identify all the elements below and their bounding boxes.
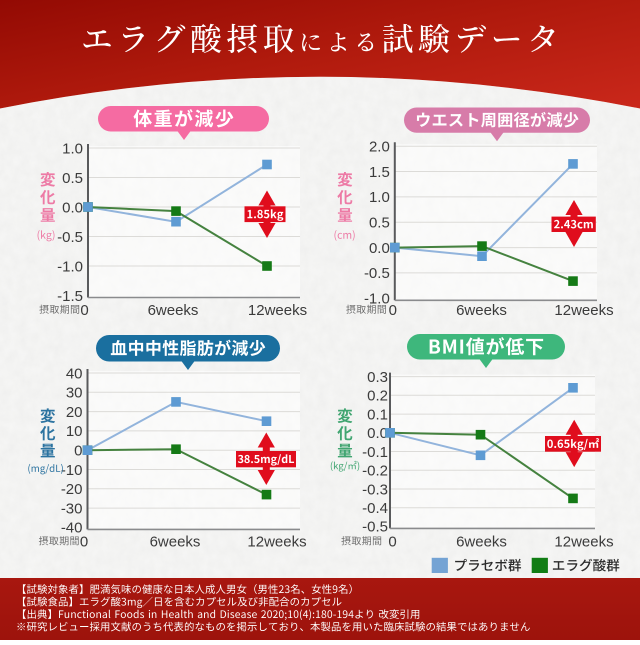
svg-text:-10: -10 <box>61 462 83 479</box>
svg-text:1.0: 1.0 <box>369 189 390 206</box>
svg-text:-1.0: -1.0 <box>57 258 83 275</box>
svg-text:1.5: 1.5 <box>369 164 390 181</box>
svg-text:-0.3: -0.3 <box>362 481 388 498</box>
svg-text:0: 0 <box>80 302 88 319</box>
svg-text:-0.2: -0.2 <box>362 463 388 480</box>
svg-text:0.1: 0.1 <box>367 406 388 423</box>
svg-text:20: 20 <box>66 404 83 421</box>
svg-text:2.0: 2.0 <box>369 139 390 156</box>
svg-text:-1.0: -1.0 <box>364 291 390 308</box>
svg-text:-0.4: -0.4 <box>362 500 388 517</box>
svg-text:-0.5: -0.5 <box>364 265 390 282</box>
svg-text:0: 0 <box>389 302 397 319</box>
svg-text:1.0: 1.0 <box>62 140 83 157</box>
svg-text:-1.5: -1.5 <box>57 288 83 305</box>
svg-text:6weeks: 6weeks <box>148 302 199 319</box>
svg-text:6weeks: 6weeks <box>456 534 507 551</box>
svg-text:0.5: 0.5 <box>369 215 390 232</box>
svg-text:0: 0 <box>74 443 82 460</box>
svg-text:-20: -20 <box>61 481 83 498</box>
svg-text:12weeks: 12weeks <box>554 534 613 551</box>
svg-text:-40: -40 <box>61 520 83 537</box>
svg-text:0.2: 0.2 <box>367 388 388 405</box>
svg-text:-0.5: -0.5 <box>362 519 388 536</box>
svg-text:40: 40 <box>66 365 83 382</box>
svg-text:12weeks: 12weeks <box>554 302 613 319</box>
svg-text:0: 0 <box>388 534 396 551</box>
svg-text:30: 30 <box>66 385 83 402</box>
svg-text:12weeks: 12weeks <box>248 302 307 319</box>
svg-text:-0.1: -0.1 <box>362 444 388 461</box>
svg-text:0.0: 0.0 <box>62 199 83 216</box>
svg-text:0.3: 0.3 <box>367 369 388 386</box>
svg-text:12weeks: 12weeks <box>247 534 306 551</box>
svg-text:0.5: 0.5 <box>62 170 83 187</box>
svg-text:6weeks: 6weeks <box>456 302 507 319</box>
svg-text:0.0: 0.0 <box>367 425 388 442</box>
svg-text:-0.5: -0.5 <box>57 229 83 246</box>
svg-text:0: 0 <box>80 534 88 551</box>
svg-text:-30: -30 <box>61 500 83 517</box>
svg-text:10: 10 <box>66 423 83 440</box>
svg-text:0.0: 0.0 <box>369 240 390 257</box>
svg-text:6weeks: 6weeks <box>150 534 201 551</box>
